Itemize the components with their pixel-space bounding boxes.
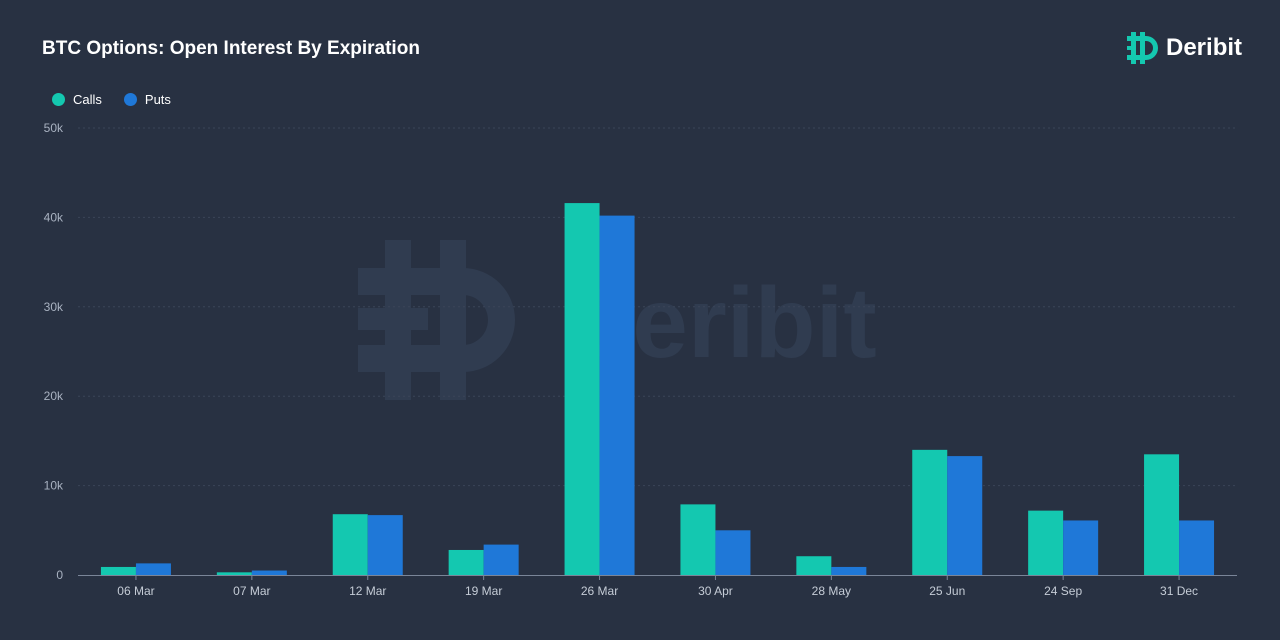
x-tick-label: 19 Mar	[465, 584, 502, 598]
deribit-logo-icon	[1127, 32, 1158, 64]
x-tick-label: 30 Apr	[698, 584, 733, 598]
bar-puts[interactable]	[599, 215, 635, 575]
bar-puts[interactable]	[1063, 520, 1099, 575]
bar-puts[interactable]	[831, 566, 867, 575]
y-tick-label: 10k	[44, 479, 64, 493]
x-tick-label: 26 Mar	[581, 584, 618, 598]
y-tick-label: 0	[56, 568, 63, 582]
bar-puts[interactable]	[947, 456, 983, 575]
watermark-logo-icon	[358, 240, 515, 400]
brand-name: Deribit	[1166, 34, 1243, 61]
x-tick-label: 28 May	[812, 584, 851, 598]
bar-puts[interactable]	[367, 515, 403, 575]
bar-calls[interactable]	[216, 572, 252, 575]
bar-calls[interactable]	[680, 504, 716, 575]
legend-label-calls: Calls	[73, 92, 102, 107]
y-tick-label: 50k	[44, 121, 64, 135]
x-tick-label: 06 Mar	[117, 584, 154, 598]
y-tick-label: 20k	[44, 389, 64, 403]
legend-label-puts: Puts	[144, 92, 171, 107]
y-axis: 0 10k 20k 30k 40k 50k	[44, 121, 64, 582]
legend-dot-puts	[123, 93, 137, 106]
bar-calls[interactable]	[564, 203, 600, 575]
x-tick-label: 12 Mar	[349, 584, 386, 598]
bar-calls[interactable]	[1144, 454, 1180, 575]
x-tick-label: 31 Dec	[1160, 584, 1198, 598]
bar-calls[interactable]	[1028, 510, 1064, 575]
legend-dot-calls	[52, 93, 65, 106]
bar-calls[interactable]	[912, 449, 948, 575]
gridlines	[78, 127, 1237, 487]
y-tick-label: 30k	[44, 300, 64, 314]
bar-puts[interactable]	[715, 530, 751, 575]
bar-calls[interactable]	[796, 556, 832, 575]
legend-item-calls[interactable]: Calls	[52, 92, 102, 107]
legend-item-puts[interactable]: Puts	[123, 92, 171, 107]
chart-title: BTC Options: Open Interest By Expiration	[42, 38, 420, 59]
brand-logo: Deribit	[1124, 30, 1242, 66]
bar-calls[interactable]	[448, 549, 484, 575]
y-tick-label: 40k	[44, 210, 64, 224]
bar-calls[interactable]	[100, 566, 136, 575]
bar-puts[interactable]	[483, 544, 519, 575]
x-axis: 06 Mar 07 Mar 12 Mar 19 Mar 26 Mar 30 Apr 28 M…	[78, 575, 1237, 598]
bar-puts[interactable]	[251, 570, 287, 575]
x-tick-label: 25 Jun	[929, 584, 965, 598]
chart-legend: Calls Puts	[52, 92, 193, 107]
bar-puts[interactable]	[1179, 520, 1215, 575]
x-tick-label: 24 Sep	[1044, 584, 1082, 598]
bar-puts[interactable]	[135, 563, 171, 575]
x-tick-label: 07 Mar	[233, 584, 270, 598]
bar-calls[interactable]	[332, 514, 368, 575]
bars	[100, 203, 1215, 575]
